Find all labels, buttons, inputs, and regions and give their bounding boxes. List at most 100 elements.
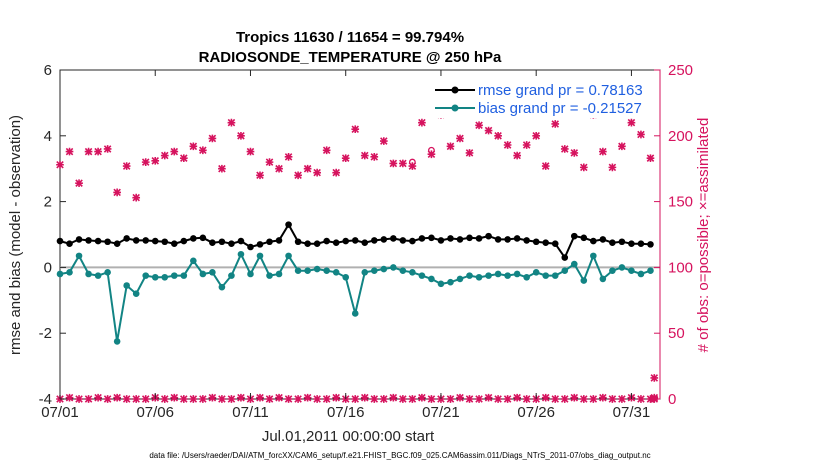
obs-bottom-point (284, 395, 293, 403)
bias-point (151, 273, 159, 281)
obs-bottom-point (65, 393, 74, 402)
rmse-point (399, 237, 407, 244)
bias-point (123, 282, 130, 289)
bias-point (456, 275, 464, 283)
obs-bottom-point (522, 395, 531, 403)
obs-bottom-point (589, 395, 598, 403)
bias-point (494, 270, 502, 278)
obs-assimilated-point (551, 120, 560, 128)
bias-point (361, 269, 369, 276)
obs-bottom-point (379, 395, 388, 403)
obs-assimilated-point (627, 118, 636, 127)
rmse-point (599, 236, 607, 243)
bias-point (532, 269, 540, 276)
x-tick-label: 07/01 (41, 404, 79, 421)
obs-assimilated-point (75, 179, 83, 188)
rmse-point (447, 235, 454, 242)
obs-assimilated-point (265, 158, 274, 166)
bias-point (170, 272, 178, 279)
rmse-point (361, 239, 369, 247)
obs-bottom-point (75, 395, 83, 403)
x-tick-label: 07/16 (327, 404, 365, 421)
rmse-point (351, 237, 359, 244)
obs-assimilated-point (370, 153, 379, 161)
rmse-point (75, 236, 83, 243)
obs-assimilated-point (456, 134, 464, 143)
rmse-point (142, 237, 150, 244)
obs-bottom-point (389, 393, 398, 402)
obs-bottom-point (199, 395, 207, 403)
obs-bottom-point (322, 395, 331, 403)
bias-series (56, 250, 654, 345)
rmse-point (342, 237, 350, 245)
bias-point (428, 275, 435, 283)
rmse-point (561, 254, 569, 261)
obs-assimilated-point (218, 164, 226, 173)
obs-bottom-point (360, 393, 369, 402)
x-tick-label: 07/06 (136, 404, 174, 421)
obs-assimilated-point (322, 146, 331, 155)
bias-point (513, 270, 521, 278)
bias-point (504, 272, 511, 279)
obs-assimilated-point (608, 163, 617, 172)
obs-assimilated-point (494, 131, 502, 140)
bias-point (313, 265, 321, 273)
y-tick-label: 4 (44, 128, 52, 145)
x-tick-label: 07/31 (613, 404, 651, 421)
obs-bottom-point (551, 395, 560, 403)
rmse-point (256, 241, 264, 248)
rmse-point (94, 237, 102, 245)
bias-point (542, 272, 550, 279)
bias-point (628, 267, 635, 274)
rmse-point (323, 237, 330, 245)
obs-bottom-point (256, 393, 264, 402)
rmse-point (428, 234, 435, 242)
bias-point (523, 273, 530, 281)
bias-point (351, 310, 359, 317)
x-axis-label: Jul.01,2011 00:00:00 start (262, 428, 435, 445)
rmse-point (228, 240, 235, 248)
obs-assimilated-point (646, 154, 655, 163)
rmse-point (313, 240, 321, 248)
obs-bottom-point (189, 395, 198, 403)
rmse-point (580, 234, 588, 242)
obs-assimilated-point (208, 134, 217, 143)
obs-assimilated-point (427, 150, 436, 159)
rmse-point (218, 238, 226, 246)
obs-bottom-point (132, 395, 141, 403)
bias-point (66, 269, 73, 276)
obs-assimilated-point (484, 126, 493, 135)
legend-bias-marker (451, 104, 459, 112)
rmse-point (266, 238, 273, 246)
bias-point (409, 269, 416, 276)
obs-bottom-point (608, 395, 617, 403)
rmse-point (161, 238, 169, 246)
obs-bottom-point (370, 395, 379, 403)
rmse-point (151, 237, 159, 245)
rmse-point (456, 236, 464, 243)
bias-point (218, 283, 226, 291)
chart-title: Tropics 11630 / 11654 = 99.794% (236, 29, 464, 46)
bias-point (390, 264, 397, 271)
obs-assimilated-point (256, 171, 264, 180)
legend-rmse-marker (451, 86, 459, 94)
obs-assimilated-point (503, 141, 512, 149)
legend-box (430, 80, 644, 118)
y2-tick-label: 100 (668, 259, 693, 276)
bias-point (570, 260, 578, 268)
rmse-point (513, 235, 521, 242)
rmse-point (570, 232, 578, 240)
rmse-point (551, 240, 559, 248)
obs-assimilated-point (332, 168, 341, 177)
rmse-point (380, 236, 388, 243)
bias-point (637, 270, 645, 278)
rmse-point (609, 239, 616, 247)
y-tick-label: -2 (39, 325, 52, 342)
rmse-point (647, 241, 654, 248)
obs-bottom-point (579, 395, 588, 403)
bias-point (199, 270, 207, 278)
obs-assimilated-point (141, 158, 150, 166)
bias-point (180, 272, 188, 279)
y2-tick-label: 0 (668, 391, 676, 408)
x-tick-label: 07/26 (517, 404, 555, 421)
